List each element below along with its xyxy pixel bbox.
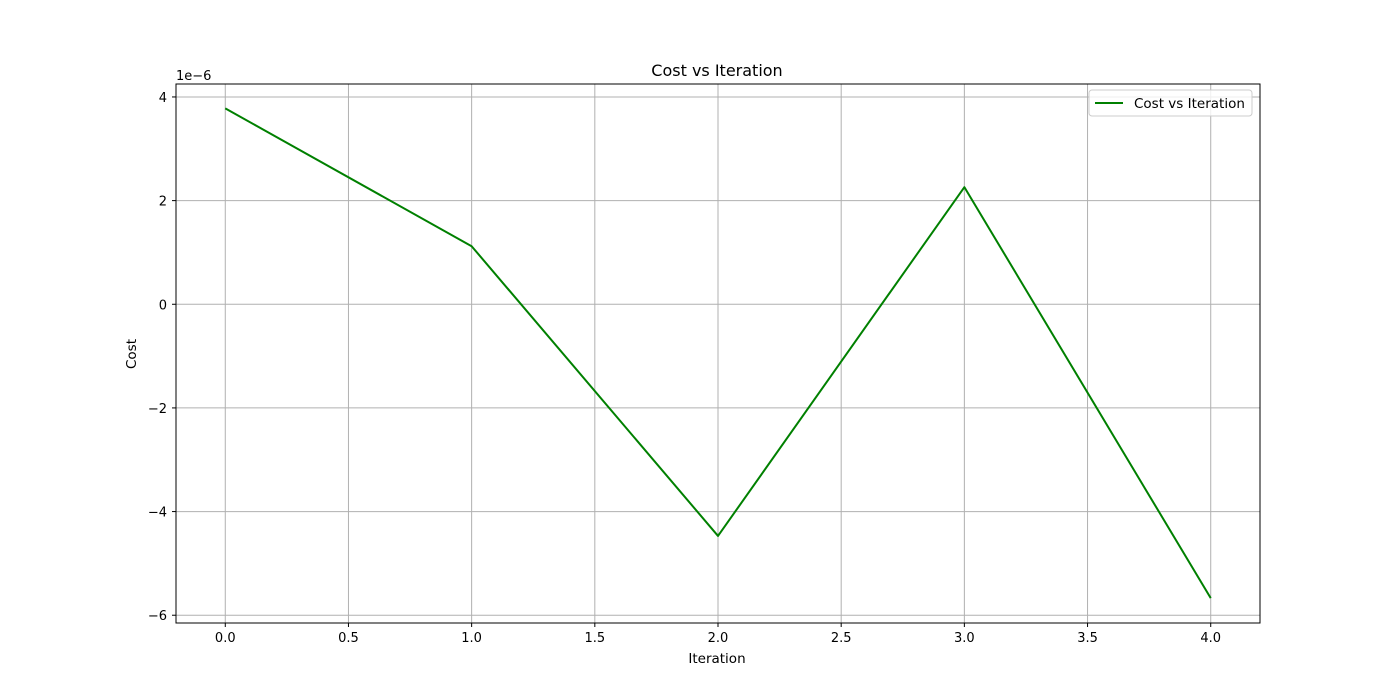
y-axis-offset-label: 1e−6 — [176, 69, 211, 84]
legend-label: Cost vs Iteration — [1134, 96, 1245, 112]
x-tick-label: 1.0 — [461, 631, 482, 646]
y-tick-label: −2 — [148, 402, 167, 417]
y-tick-label: 2 — [159, 195, 167, 210]
axis-ticks: 0.0 0.5 1.0 1.5 2.0 2.5 3.0 3.5 4.0 −6 −4 −2 0 2 4 — [148, 91, 1221, 646]
y-tick-label: −6 — [148, 609, 167, 624]
legend: Cost vs Iteration — [1088, 89, 1253, 117]
y-tick-label: −4 — [148, 506, 167, 521]
y-axis-label: Cost — [124, 339, 140, 369]
x-tick-label: 3.0 — [954, 631, 975, 646]
chart-title: Cost vs Iteration — [651, 61, 782, 80]
series-layer — [224, 107, 1212, 599]
x-tick-label: 0.0 — [215, 631, 236, 646]
series-line — [224, 107, 1212, 599]
x-tick-label: 3.5 — [1077, 631, 1098, 646]
x-axis-label: Iteration — [688, 651, 745, 667]
grid-lines — [176, 84, 1260, 623]
x-tick-label: 1.5 — [584, 631, 605, 646]
x-tick-label: 4.0 — [1200, 631, 1221, 646]
y-tick-label: 0 — [159, 298, 167, 313]
y-tick-label: 4 — [159, 91, 167, 106]
x-tick-label: 2.0 — [708, 631, 729, 646]
legend-box — [1088, 89, 1253, 117]
x-tick-label: 0.5 — [338, 631, 359, 646]
x-tick-label: 2.5 — [831, 631, 852, 646]
